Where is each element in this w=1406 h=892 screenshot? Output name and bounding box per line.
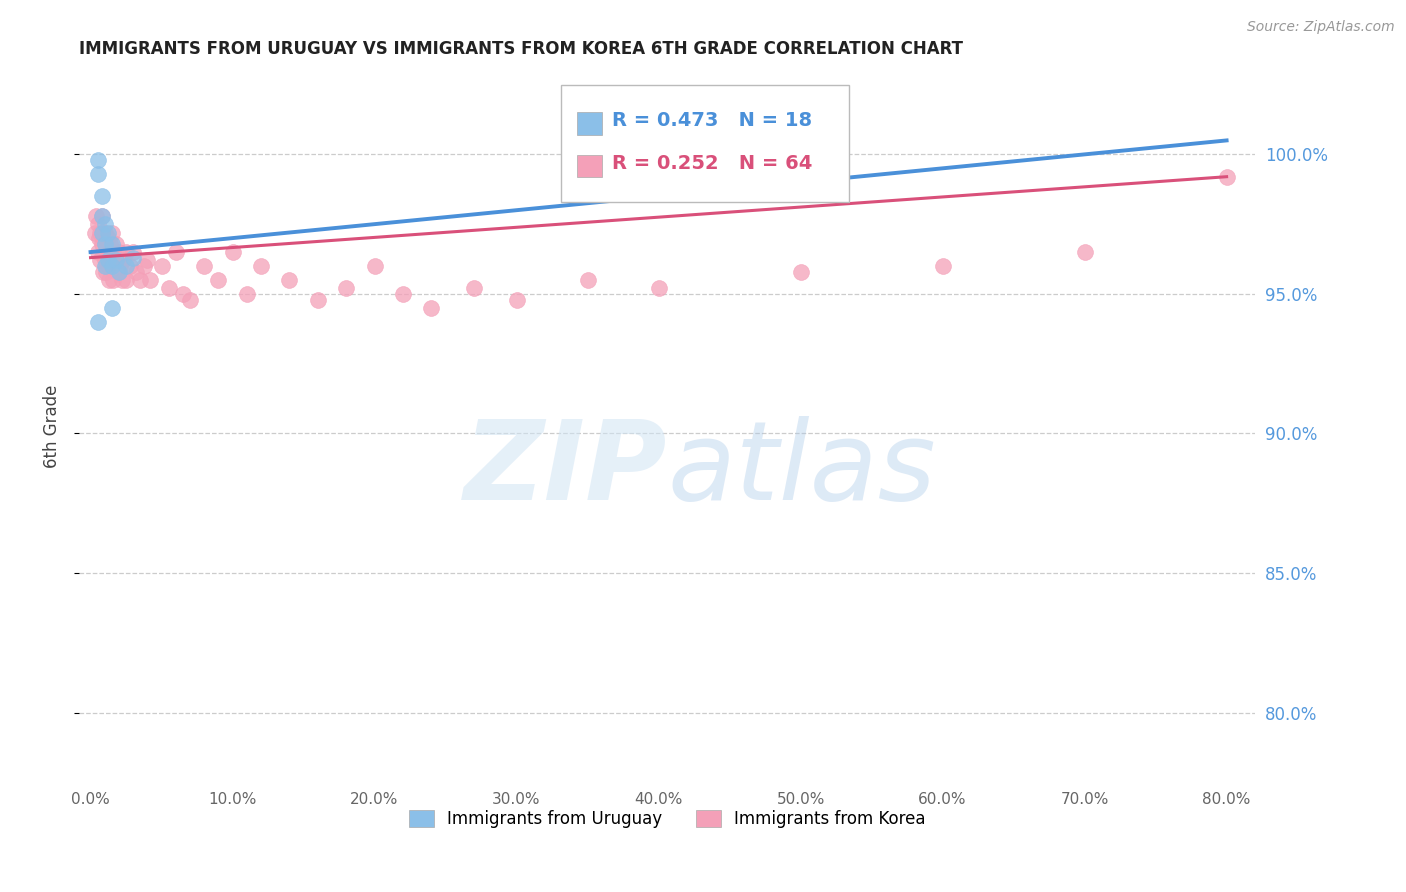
Point — [91, 264, 114, 278]
Point — [125, 264, 148, 278]
Point — [86, 245, 108, 260]
Point — [83, 226, 105, 240]
Y-axis label: 6th Grade: 6th Grade — [44, 384, 60, 468]
Point — [931, 259, 953, 273]
Point — [101, 253, 124, 268]
Point — [96, 236, 118, 251]
Point — [250, 259, 273, 273]
Point — [1073, 245, 1095, 260]
Point — [105, 236, 128, 251]
Point — [112, 253, 135, 268]
Legend: Immigrants from Uruguay, Immigrants from Korea: Immigrants from Uruguay, Immigrants from… — [402, 803, 932, 835]
Point — [93, 259, 115, 273]
Point — [108, 245, 131, 260]
Point — [89, 226, 111, 240]
Text: ZIP: ZIP — [464, 416, 666, 523]
Point — [86, 153, 108, 167]
Point — [179, 293, 201, 307]
Point — [103, 245, 125, 260]
Point — [392, 287, 415, 301]
Point — [101, 236, 124, 251]
Text: R = 0.473   N = 18: R = 0.473 N = 18 — [612, 112, 811, 130]
Point — [97, 231, 120, 245]
Point — [101, 226, 124, 240]
Point — [89, 253, 111, 268]
Point — [98, 273, 121, 287]
Point — [105, 253, 128, 268]
Point — [1215, 169, 1237, 184]
Point — [107, 264, 129, 278]
Point — [420, 301, 443, 315]
Point — [97, 259, 120, 273]
FancyBboxPatch shape — [576, 154, 602, 178]
Point — [120, 259, 142, 273]
Text: Source: ZipAtlas.com: Source: ZipAtlas.com — [1247, 20, 1395, 34]
Point — [307, 293, 329, 307]
Point — [90, 226, 112, 240]
Point — [157, 281, 180, 295]
Point — [136, 253, 159, 268]
Point — [93, 236, 115, 251]
Point — [110, 259, 132, 273]
Point — [505, 293, 527, 307]
Point — [129, 273, 152, 287]
Point — [172, 287, 194, 301]
Point — [90, 209, 112, 223]
Point — [335, 281, 357, 295]
Point — [193, 259, 215, 273]
Point — [91, 231, 114, 245]
Point — [115, 259, 138, 273]
Point — [90, 209, 112, 223]
Text: atlas: atlas — [666, 416, 936, 523]
Point — [96, 264, 118, 278]
FancyBboxPatch shape — [561, 85, 849, 202]
Point — [115, 273, 138, 287]
Text: R = 0.252   N = 64: R = 0.252 N = 64 — [612, 154, 813, 173]
Point — [165, 245, 187, 260]
Point — [84, 209, 107, 223]
Point — [111, 273, 134, 287]
Point — [576, 273, 599, 287]
Point — [207, 273, 229, 287]
Point — [463, 281, 485, 295]
Point — [86, 315, 108, 329]
Point — [97, 226, 120, 240]
Point — [108, 264, 131, 278]
Point — [93, 253, 115, 268]
Point — [134, 259, 156, 273]
Point — [101, 301, 124, 315]
Point — [221, 245, 243, 260]
Point — [104, 253, 127, 268]
Point — [101, 259, 124, 273]
Point — [789, 264, 811, 278]
Point — [98, 245, 121, 260]
Point — [100, 236, 122, 251]
FancyBboxPatch shape — [576, 112, 602, 135]
Point — [93, 226, 115, 240]
Point — [86, 167, 108, 181]
Point — [103, 273, 125, 287]
Point — [363, 259, 385, 273]
Point — [87, 231, 110, 245]
Point — [97, 253, 120, 268]
Point — [139, 273, 162, 287]
Point — [115, 245, 138, 260]
Point — [122, 245, 145, 260]
Point — [90, 189, 112, 203]
Point — [647, 281, 669, 295]
Point — [278, 273, 301, 287]
Text: IMMIGRANTS FROM URUGUAY VS IMMIGRANTS FROM KOREA 6TH GRADE CORRELATION CHART: IMMIGRANTS FROM URUGUAY VS IMMIGRANTS FR… — [79, 40, 963, 58]
Point — [235, 287, 257, 301]
Point — [90, 236, 112, 251]
Point — [150, 259, 173, 273]
Point — [93, 217, 115, 231]
Point — [86, 217, 108, 231]
Point — [122, 251, 145, 265]
